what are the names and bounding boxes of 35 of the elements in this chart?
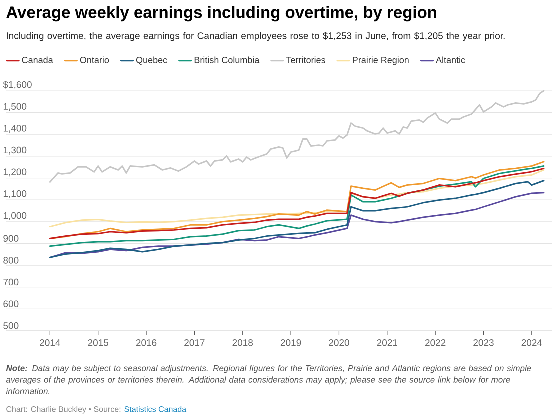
y-tick-label: 1,500 — [4, 103, 27, 112]
text: Statistics Canada — [124, 406, 187, 412]
y-tick-label: 1,100 — [4, 190, 27, 198]
x-tick-label: 2015 — [88, 340, 109, 346]
y-tick-label: 900 — [4, 235, 19, 242]
chart-title: Average weekly earnings including overtime, by region — [6, 6, 436, 22]
legend-label: Canada — [22, 56, 54, 64]
x-tick-label: 2023 — [474, 340, 494, 346]
x-tick-label: 2019 — [280, 340, 302, 346]
legend-label: Prairie Region — [353, 56, 409, 66]
x-tick-label: 2022 — [425, 340, 446, 346]
legend-label: British Columbia — [194, 56, 260, 64]
x-tick-label: 2024 — [522, 340, 542, 346]
x-tick-label: 2017 — [184, 340, 205, 346]
x-tick-label: 2016 — [136, 340, 157, 346]
y-tick-label: 1,400 — [4, 125, 27, 133]
y-tick-label: 700 — [4, 278, 19, 286]
text: Note: Data may be subject to seasonal adjustments. Regional figures for the Territories, Prairie and Atlantic regions are based on simple averages of the provinces or territories therein. Additional data considerations may apply; please see the source link below for more information. — [6, 365, 532, 394]
y-tick-label: 1,200 — [4, 168, 27, 177]
x-tick-label: 2021 — [377, 340, 398, 346]
y-tick-label: 600 — [4, 300, 19, 308]
chart-subtitle: Including overtime, the average earnings for Canadian employees rose to $1,253 in June, from $1,205 the year prior. — [7, 32, 505, 42]
y-tick-label: 1,300 — [4, 146, 27, 155]
legend-label: Quebec — [136, 56, 168, 65]
y-tick-label: $1,600 — [3, 81, 32, 90]
text: Chart: Charlie Buckley • Source: — [6, 406, 121, 414]
legend-label: Ontario — [80, 56, 110, 64]
y-tick-label: 800 — [4, 257, 19, 264]
legend-label: Altantic — [436, 56, 466, 64]
x-tick-label: 2018 — [232, 340, 254, 346]
x-tick-label: 2020 — [329, 340, 350, 346]
y-tick-label: 1,000 — [4, 212, 27, 220]
x-tick-label: 2014 — [40, 340, 60, 346]
y-tick-label: 500 — [4, 322, 19, 330]
legend-label: Territories — [286, 56, 326, 64]
